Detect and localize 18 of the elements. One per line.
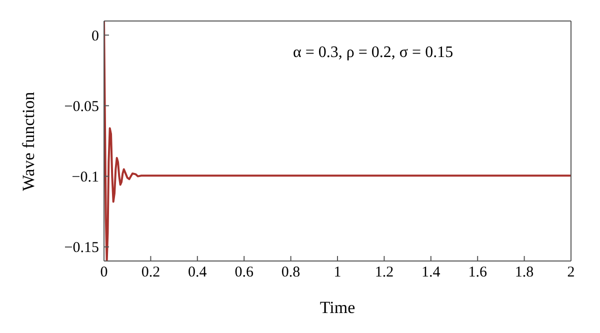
y-tick-label: −0.1	[72, 170, 99, 186]
y-tick-label: −0.15	[64, 240, 99, 256]
x-tick-label: 0.6	[234, 264, 254, 281]
y-axis-title: Wave function	[19, 91, 38, 191]
x-tick-label: 1.8	[514, 264, 534, 281]
x-tick-label: 1.6	[468, 264, 488, 281]
x-axis-title: Time	[320, 298, 356, 317]
x-tick-label: 1.2	[374, 264, 394, 281]
x-tick-label: 1.4	[422, 264, 441, 281]
y-tick-label: −0.05	[64, 99, 99, 116]
x-tick-label: 0.2	[141, 264, 160, 281]
y-tick-label: 0	[92, 28, 99, 44]
x-tick-label: 0.4	[188, 264, 208, 281]
line-series	[104, 21, 571, 261]
x-tick-label: 0.8	[281, 264, 300, 281]
x-tick-label: 1	[334, 264, 342, 281]
x-tick-label: 2	[567, 264, 575, 281]
annotation: α = 0.3, ρ = 0.2, σ = 0.15	[293, 44, 454, 62]
